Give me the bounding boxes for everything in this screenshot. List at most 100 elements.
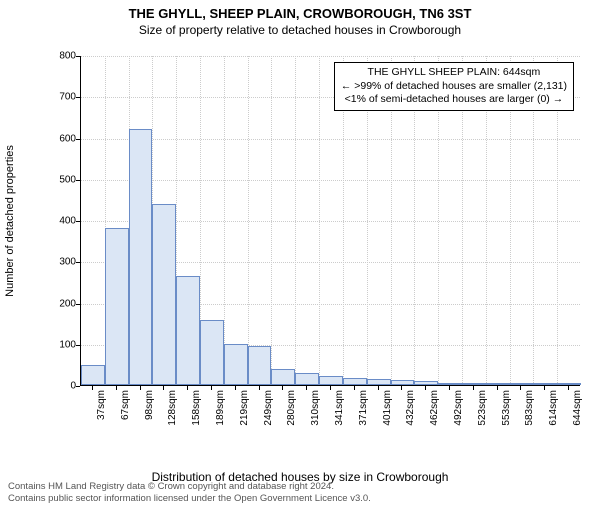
histogram-bar — [200, 320, 224, 385]
x-tick-label: 341sqm — [334, 390, 345, 426]
x-tick-label: 583sqm — [524, 390, 535, 426]
y-tick-label: 200 — [46, 298, 76, 309]
x-tick-label: 158sqm — [191, 390, 202, 426]
histogram-bar — [129, 129, 153, 385]
x-tick-mark — [449, 386, 450, 390]
x-tick-mark — [306, 386, 307, 390]
annotation-line-2: ← >99% of detached houses are smaller (2… — [341, 80, 567, 94]
histogram-bar — [486, 383, 510, 385]
x-tick-mark — [497, 386, 498, 390]
annotation-line-3: <1% of semi-detached houses are larger (… — [341, 93, 567, 107]
x-tick-label: 219sqm — [239, 390, 250, 426]
y-tick-mark — [76, 221, 80, 222]
x-tick-mark — [140, 386, 141, 390]
gridline-h — [81, 56, 580, 57]
y-tick-mark — [76, 180, 80, 181]
x-tick-label: 553sqm — [501, 390, 512, 426]
x-tick-label: 37sqm — [96, 390, 107, 420]
x-tick-label: 401sqm — [382, 390, 393, 426]
histogram-bar — [319, 376, 343, 385]
y-tick-label: 500 — [46, 174, 76, 185]
y-tick-label: 700 — [46, 92, 76, 103]
y-tick-mark — [76, 139, 80, 140]
x-tick-mark — [211, 386, 212, 390]
x-tick-mark — [235, 386, 236, 390]
y-tick-mark — [76, 56, 80, 57]
gridline-h — [81, 139, 580, 140]
x-tick-mark — [401, 386, 402, 390]
x-tick-mark — [378, 386, 379, 390]
y-tick-label: 400 — [46, 216, 76, 227]
x-tick-mark — [544, 386, 545, 390]
footer-line-2: Contains public sector information licen… — [8, 493, 371, 504]
histogram-bar — [414, 381, 438, 385]
x-tick-label: 614sqm — [548, 390, 559, 426]
histogram-bar — [295, 373, 319, 385]
y-tick-label: 600 — [46, 133, 76, 144]
histogram-bar — [176, 276, 200, 385]
x-tick-label: 432sqm — [405, 390, 416, 426]
histogram-bar — [105, 228, 129, 385]
x-tick-mark — [330, 386, 331, 390]
gridline-h — [81, 180, 580, 181]
x-tick-label: 492sqm — [453, 390, 464, 426]
gridline-v — [248, 56, 249, 385]
histogram-bar — [533, 383, 557, 385]
x-tick-label: 310sqm — [310, 390, 321, 426]
chart-container: THE GHYLL SHEEP PLAIN: 644sqm← >99% of d… — [50, 56, 580, 416]
x-tick-mark — [473, 386, 474, 390]
footer-line-1: Contains HM Land Registry data © Crown c… — [8, 481, 371, 492]
x-tick-mark — [282, 386, 283, 390]
x-tick-mark — [520, 386, 521, 390]
histogram-bar — [557, 383, 581, 385]
y-tick-label: 0 — [46, 381, 76, 392]
histogram-bar — [462, 383, 486, 385]
histogram-bar — [510, 383, 534, 385]
histogram-bar — [343, 378, 367, 385]
gridline-v — [271, 56, 272, 385]
y-tick-mark — [76, 304, 80, 305]
histogram-bar — [367, 379, 391, 385]
x-tick-label: 462sqm — [429, 390, 440, 426]
annotation-line-1: THE GHYLL SHEEP PLAIN: 644sqm — [341, 66, 567, 80]
annotation-box: THE GHYLL SHEEP PLAIN: 644sqm← >99% of d… — [334, 62, 574, 111]
histogram-bar — [438, 383, 462, 385]
x-tick-mark — [259, 386, 260, 390]
x-tick-mark — [116, 386, 117, 390]
histogram-bar — [81, 365, 105, 385]
y-tick-label: 300 — [46, 257, 76, 268]
y-tick-label: 100 — [46, 339, 76, 350]
histogram-bar — [224, 344, 248, 385]
gridline-v — [295, 56, 296, 385]
x-tick-label: 249sqm — [263, 390, 274, 426]
footer-attribution: Contains HM Land Registry data © Crown c… — [8, 481, 371, 504]
x-tick-label: 644sqm — [572, 390, 583, 426]
histogram-bar — [391, 380, 415, 385]
x-tick-label: 98sqm — [144, 390, 155, 420]
x-tick-label: 128sqm — [167, 390, 178, 426]
histogram-bar — [248, 346, 272, 385]
x-tick-label: 67sqm — [120, 390, 131, 420]
x-tick-label: 371sqm — [358, 390, 369, 426]
gridline-v — [319, 56, 320, 385]
x-tick-mark — [568, 386, 569, 390]
histogram-bar — [152, 204, 176, 385]
x-tick-mark — [163, 386, 164, 390]
x-tick-mark — [425, 386, 426, 390]
y-axis-label: Number of detached properties — [4, 145, 16, 297]
x-tick-mark — [354, 386, 355, 390]
x-tick-label: 189sqm — [215, 390, 226, 426]
x-tick-label: 523sqm — [477, 390, 488, 426]
plot-area: THE GHYLL SHEEP PLAIN: 644sqm← >99% of d… — [80, 56, 580, 386]
y-tick-label: 800 — [46, 51, 76, 62]
x-tick-mark — [187, 386, 188, 390]
x-tick-label: 280sqm — [286, 390, 297, 426]
y-tick-mark — [76, 262, 80, 263]
y-tick-mark — [76, 386, 80, 387]
x-tick-mark — [92, 386, 93, 390]
gridline-v — [224, 56, 225, 385]
y-tick-mark — [76, 345, 80, 346]
chart-subtitle: Size of property relative to detached ho… — [0, 23, 600, 37]
histogram-bar — [271, 369, 295, 385]
y-tick-mark — [76, 97, 80, 98]
